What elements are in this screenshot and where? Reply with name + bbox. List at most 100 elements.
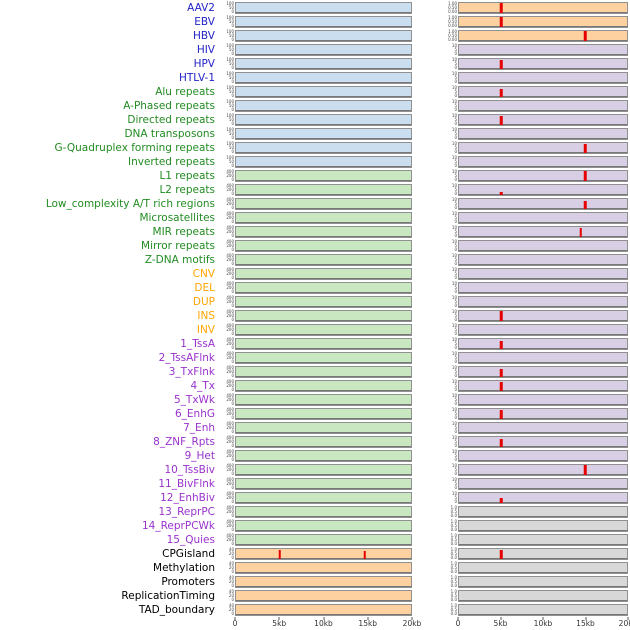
y-tick-label: 0 <box>454 135 457 140</box>
y-tick-label: 10 <box>451 491 457 496</box>
signal-baseline <box>236 165 411 167</box>
track-row: HBV 100 50 0 1.00 0.50 0.00 <box>0 29 630 43</box>
y-tick-label: 0.00 <box>448 9 457 14</box>
row-label: HPV <box>193 57 215 70</box>
y-tick-label: 1.0 <box>450 575 457 580</box>
y-tick-label: 50 <box>228 5 234 10</box>
y-tick-label: 0 <box>231 373 234 378</box>
row-label: Methylation <box>153 561 215 574</box>
right-track-panel <box>458 100 628 112</box>
right-y-axis-ticks: 10 5 0 <box>442 366 458 378</box>
y-tick-label: 5 <box>454 131 457 136</box>
left-track-panel <box>235 2 412 14</box>
signal-baseline <box>236 361 411 363</box>
y-tick-label: 0 <box>231 261 234 266</box>
left-y-axis-ticks: 400 200 0 <box>219 170 235 182</box>
y-tick-label: 0 <box>231 555 234 560</box>
right-y-axis-ticks: 1.00 0.50 0.00 <box>442 2 458 14</box>
y-tick-label: 10 <box>451 337 457 342</box>
left-y-axis-ticks: 100 50 0 <box>219 30 235 42</box>
track-row: 7_Enh 400 200 0 10 5 0 <box>0 421 630 435</box>
y-tick-label: 200 <box>226 439 234 444</box>
y-tick-label: 5 <box>454 75 457 80</box>
left-track-panel <box>235 184 412 196</box>
right-track-panel <box>458 534 628 546</box>
y-tick-label: 0 <box>454 163 457 168</box>
left-y-axis-ticks: 400 200 0 <box>219 268 235 280</box>
y-tick-label: 50 <box>228 103 234 108</box>
signal-baseline <box>459 347 627 349</box>
y-tick-label: 5 <box>454 89 457 94</box>
left-track-panel <box>235 128 412 140</box>
y-tick-label: 5 <box>454 383 457 388</box>
right-y-axis-ticks: 10 5 0 <box>442 184 458 196</box>
y-tick-label: 5 <box>454 481 457 486</box>
y-tick-label: 5 <box>454 47 457 52</box>
y-tick-label: 1.0 <box>450 561 457 566</box>
track-row: 6_EnhG 400 200 0 10 5 0 <box>0 407 630 421</box>
track-row: 5_TxWk 400 200 0 10 5 0 <box>0 393 630 407</box>
left-y-axis-ticks: 400 200 0 <box>219 436 235 448</box>
signal-baseline <box>459 67 627 69</box>
y-tick-label: 200 <box>226 481 234 486</box>
left-y-axis-ticks: 100 50 0 <box>219 72 235 84</box>
y-tick-label: 5 <box>454 411 457 416</box>
y-tick-label: 20 <box>228 579 234 584</box>
row-label: 10_TssBiv <box>164 463 215 476</box>
signal-baseline <box>459 361 627 363</box>
y-tick-label: 0.5 <box>450 523 457 528</box>
x-tick-label: 15kb <box>576 619 595 628</box>
y-tick-label: 0 <box>231 443 234 448</box>
y-tick-label: 400 <box>226 323 234 328</box>
signal-baseline <box>459 123 627 125</box>
left-track-panel <box>235 212 412 224</box>
x-tick-mark <box>367 617 369 620</box>
right-y-axis-ticks: 10 5 0 <box>442 478 458 490</box>
y-tick-label: 200 <box>226 229 234 234</box>
signal-baseline <box>236 277 411 279</box>
track-row: INV 400 200 0 10 5 0 <box>0 323 630 337</box>
signal-baseline <box>459 417 627 419</box>
y-tick-label: 50 <box>228 61 234 66</box>
left-y-axis-ticks: 400 200 0 <box>219 478 235 490</box>
right-y-axis-ticks: 10 5 0 <box>442 100 458 112</box>
x-tick-label: 10kb <box>314 619 333 628</box>
y-tick-label: 400 <box>226 393 234 398</box>
track-row: EBV 100 50 0 1.00 0.50 0.00 <box>0 15 630 29</box>
track-row: DNA transposons 100 50 0 10 5 0 <box>0 127 630 141</box>
x-tick-label: 0 <box>455 619 461 628</box>
left-track-panel <box>235 352 412 364</box>
right-track-panel <box>458 282 628 294</box>
y-tick-label: 400 <box>226 365 234 370</box>
left-y-axis-ticks: 100 50 0 <box>219 142 235 154</box>
left-y-axis-ticks: 100 50 0 <box>219 44 235 56</box>
y-tick-label: 10 <box>451 113 457 118</box>
y-tick-label: 400 <box>226 449 234 454</box>
right-track-panel <box>458 548 628 560</box>
y-tick-label: 1.0 <box>450 589 457 594</box>
signal-baseline <box>459 109 627 111</box>
track-row: 9_Het 400 200 0 10 5 0 <box>0 449 630 463</box>
left-y-axis-ticks: 100 50 0 <box>219 114 235 126</box>
y-tick-label: 0.5 <box>450 537 457 542</box>
left-track-panel <box>235 408 412 420</box>
right-y-axis-ticks: 1.00 0.50 0.00 <box>442 16 458 28</box>
right-y-axis-ticks: 1.0 0.5 0.0 <box>442 576 458 588</box>
right-track-panel <box>458 170 628 182</box>
signal-baseline <box>459 333 627 335</box>
y-tick-label: 0 <box>231 135 234 140</box>
y-tick-label: 5 <box>454 285 457 290</box>
y-tick-label: 5 <box>454 495 457 500</box>
y-tick-label: 50 <box>228 33 234 38</box>
signal-baseline <box>236 347 411 349</box>
y-tick-label: 5 <box>454 327 457 332</box>
signal-baseline <box>236 459 411 461</box>
y-tick-label: 200 <box>226 215 234 220</box>
left-track-panel <box>235 324 412 336</box>
row-label: TAD_boundary <box>138 603 215 616</box>
y-tick-label: 0 <box>231 275 234 280</box>
signal-baseline <box>236 613 411 615</box>
right-track-panel <box>458 366 628 378</box>
y-tick-label: 0 <box>231 569 234 574</box>
y-tick-label: 5 <box>454 299 457 304</box>
